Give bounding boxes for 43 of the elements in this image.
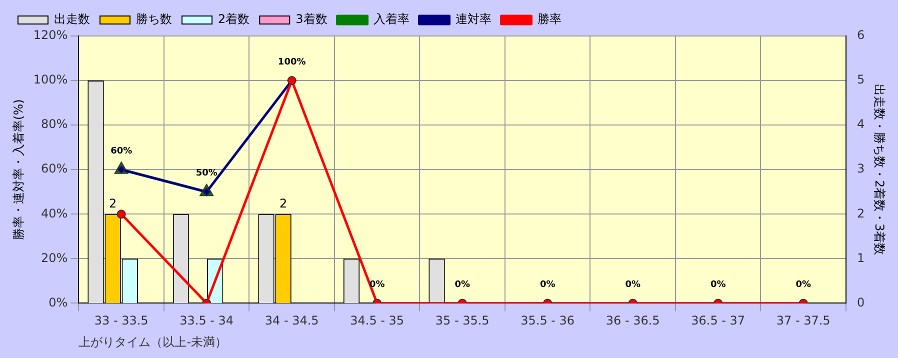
x-tick-label: 36 - 36.5 <box>606 314 660 328</box>
text: 0% <box>796 280 811 290</box>
text: 0% <box>540 280 556 290</box>
x-tick-label: 35.5 - 36 <box>520 314 575 328</box>
data-label: 60% <box>110 146 132 156</box>
x-tick-label: 34.5 - 35 <box>350 314 404 328</box>
x-tick-label: 35 - 35.5 <box>435 314 490 328</box>
y-tick-label: 120% <box>33 28 68 42</box>
x-tick-label: 34 - 34.5 <box>264 314 319 328</box>
text: 0% <box>454 280 470 290</box>
text: 0% <box>625 280 640 290</box>
legend-label: 勝ち数 <box>136 12 172 26</box>
x-tick-label: 37 - 37.5 <box>776 314 830 328</box>
y2-tick-label: 4 <box>856 117 865 132</box>
y2-tick-label: 6 <box>856 28 865 42</box>
data-label: 100% <box>278 57 306 68</box>
y-tick-label: 40% <box>41 206 68 220</box>
legend-label: 連対率 <box>455 12 492 26</box>
x-axis-title: 上がりタイム（以上-未満） <box>78 334 228 349</box>
x-tick-label: 33.5 - 34 <box>180 314 234 328</box>
y2-tick-label: 0 <box>856 295 865 310</box>
y-tick-label: 100% <box>33 72 68 87</box>
y2-axis-title: 出走数・勝ち数・2着数・3着数 <box>872 84 887 256</box>
text: 0% <box>710 280 726 290</box>
y-tick-label: 20% <box>41 250 68 265</box>
legend-label: 入着率 <box>373 12 410 26</box>
data-label: 2 <box>108 196 117 210</box>
y-tick-label: 0% <box>48 295 68 310</box>
y-axis-title: 勝率・連対率・入着率(%) <box>11 99 26 240</box>
y2-tick-label: 1 <box>856 250 865 265</box>
legend-label: 3着数 <box>296 12 328 26</box>
y2-tick-label: 3 <box>856 162 865 176</box>
y2-tick-label: 2 <box>856 206 865 220</box>
data-label: 50% <box>196 168 218 179</box>
y-tick-label: 80% <box>41 117 68 132</box>
legend-label: 出走数 <box>54 12 90 26</box>
y-tick-label: 60% <box>41 162 68 176</box>
y2-tick-label: 5 <box>856 72 865 87</box>
x-tick-label: 33 - 33.5 <box>94 314 148 328</box>
x-tick-label: 36.5 - 37 <box>691 314 746 328</box>
legend-label: 2着数 <box>218 12 250 26</box>
data-label: 2 <box>279 196 288 210</box>
legend-label: 勝率 <box>537 12 562 26</box>
